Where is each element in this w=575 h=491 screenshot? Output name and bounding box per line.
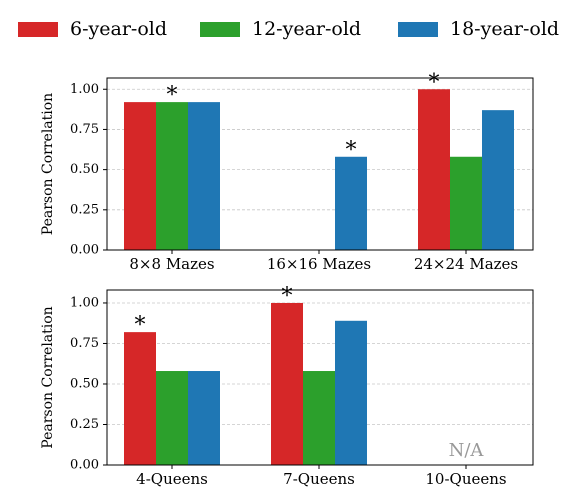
bar — [482, 110, 514, 250]
bar — [450, 156, 482, 250]
y-tick-label: 1.00 — [70, 82, 99, 97]
legend-swatch — [18, 22, 58, 37]
y-tick-label: 0.25 — [70, 202, 99, 217]
significance-marker: * — [429, 70, 440, 95]
significance-marker: * — [346, 138, 357, 163]
y-tick-label: 0.50 — [70, 162, 99, 177]
bar — [335, 156, 367, 250]
bar — [335, 320, 367, 465]
bar — [303, 371, 335, 465]
legend-swatch — [398, 22, 438, 37]
x-tick-label: 8×8 Mazes — [129, 255, 214, 273]
bar — [156, 371, 188, 465]
y-axis-label: Pearson Correlation — [40, 93, 56, 235]
x-tick-label: 4-Queens — [136, 470, 208, 488]
x-tick-label: 24×24 Mazes — [414, 255, 518, 273]
x-tick-label: 10-Queens — [425, 470, 506, 488]
y-tick-label: 0.50 — [70, 376, 99, 391]
bar — [156, 102, 188, 250]
y-tick-label: 0.00 — [70, 458, 99, 473]
y-tick-label: 0.00 — [70, 243, 99, 258]
legend-swatch — [200, 22, 240, 37]
bar — [124, 102, 156, 250]
plot-frame — [106, 289, 534, 466]
significance-marker: * — [167, 83, 178, 108]
legend-label: 18-year-old — [450, 18, 559, 40]
bar — [188, 371, 220, 465]
y-axis-label: Pearson Correlation — [40, 306, 56, 448]
legend-label: 12-year-old — [252, 18, 361, 40]
annotation: N/A — [449, 440, 485, 461]
significance-marker: * — [135, 313, 146, 338]
significance-marker: * — [282, 284, 293, 309]
plot-frame — [106, 77, 534, 251]
x-tick-label: 7-Queens — [283, 470, 355, 488]
x-tick-label: 16×16 Mazes — [267, 255, 371, 273]
y-tick-label: 1.00 — [70, 295, 99, 310]
bar — [188, 102, 220, 250]
y-tick-label: 0.25 — [70, 417, 99, 432]
bar — [418, 89, 450, 250]
bar — [124, 332, 156, 465]
bar — [271, 302, 303, 465]
y-tick-label: 0.75 — [70, 122, 99, 137]
legend-label: 6-year-old — [70, 18, 167, 40]
y-tick-label: 0.75 — [70, 336, 99, 351]
